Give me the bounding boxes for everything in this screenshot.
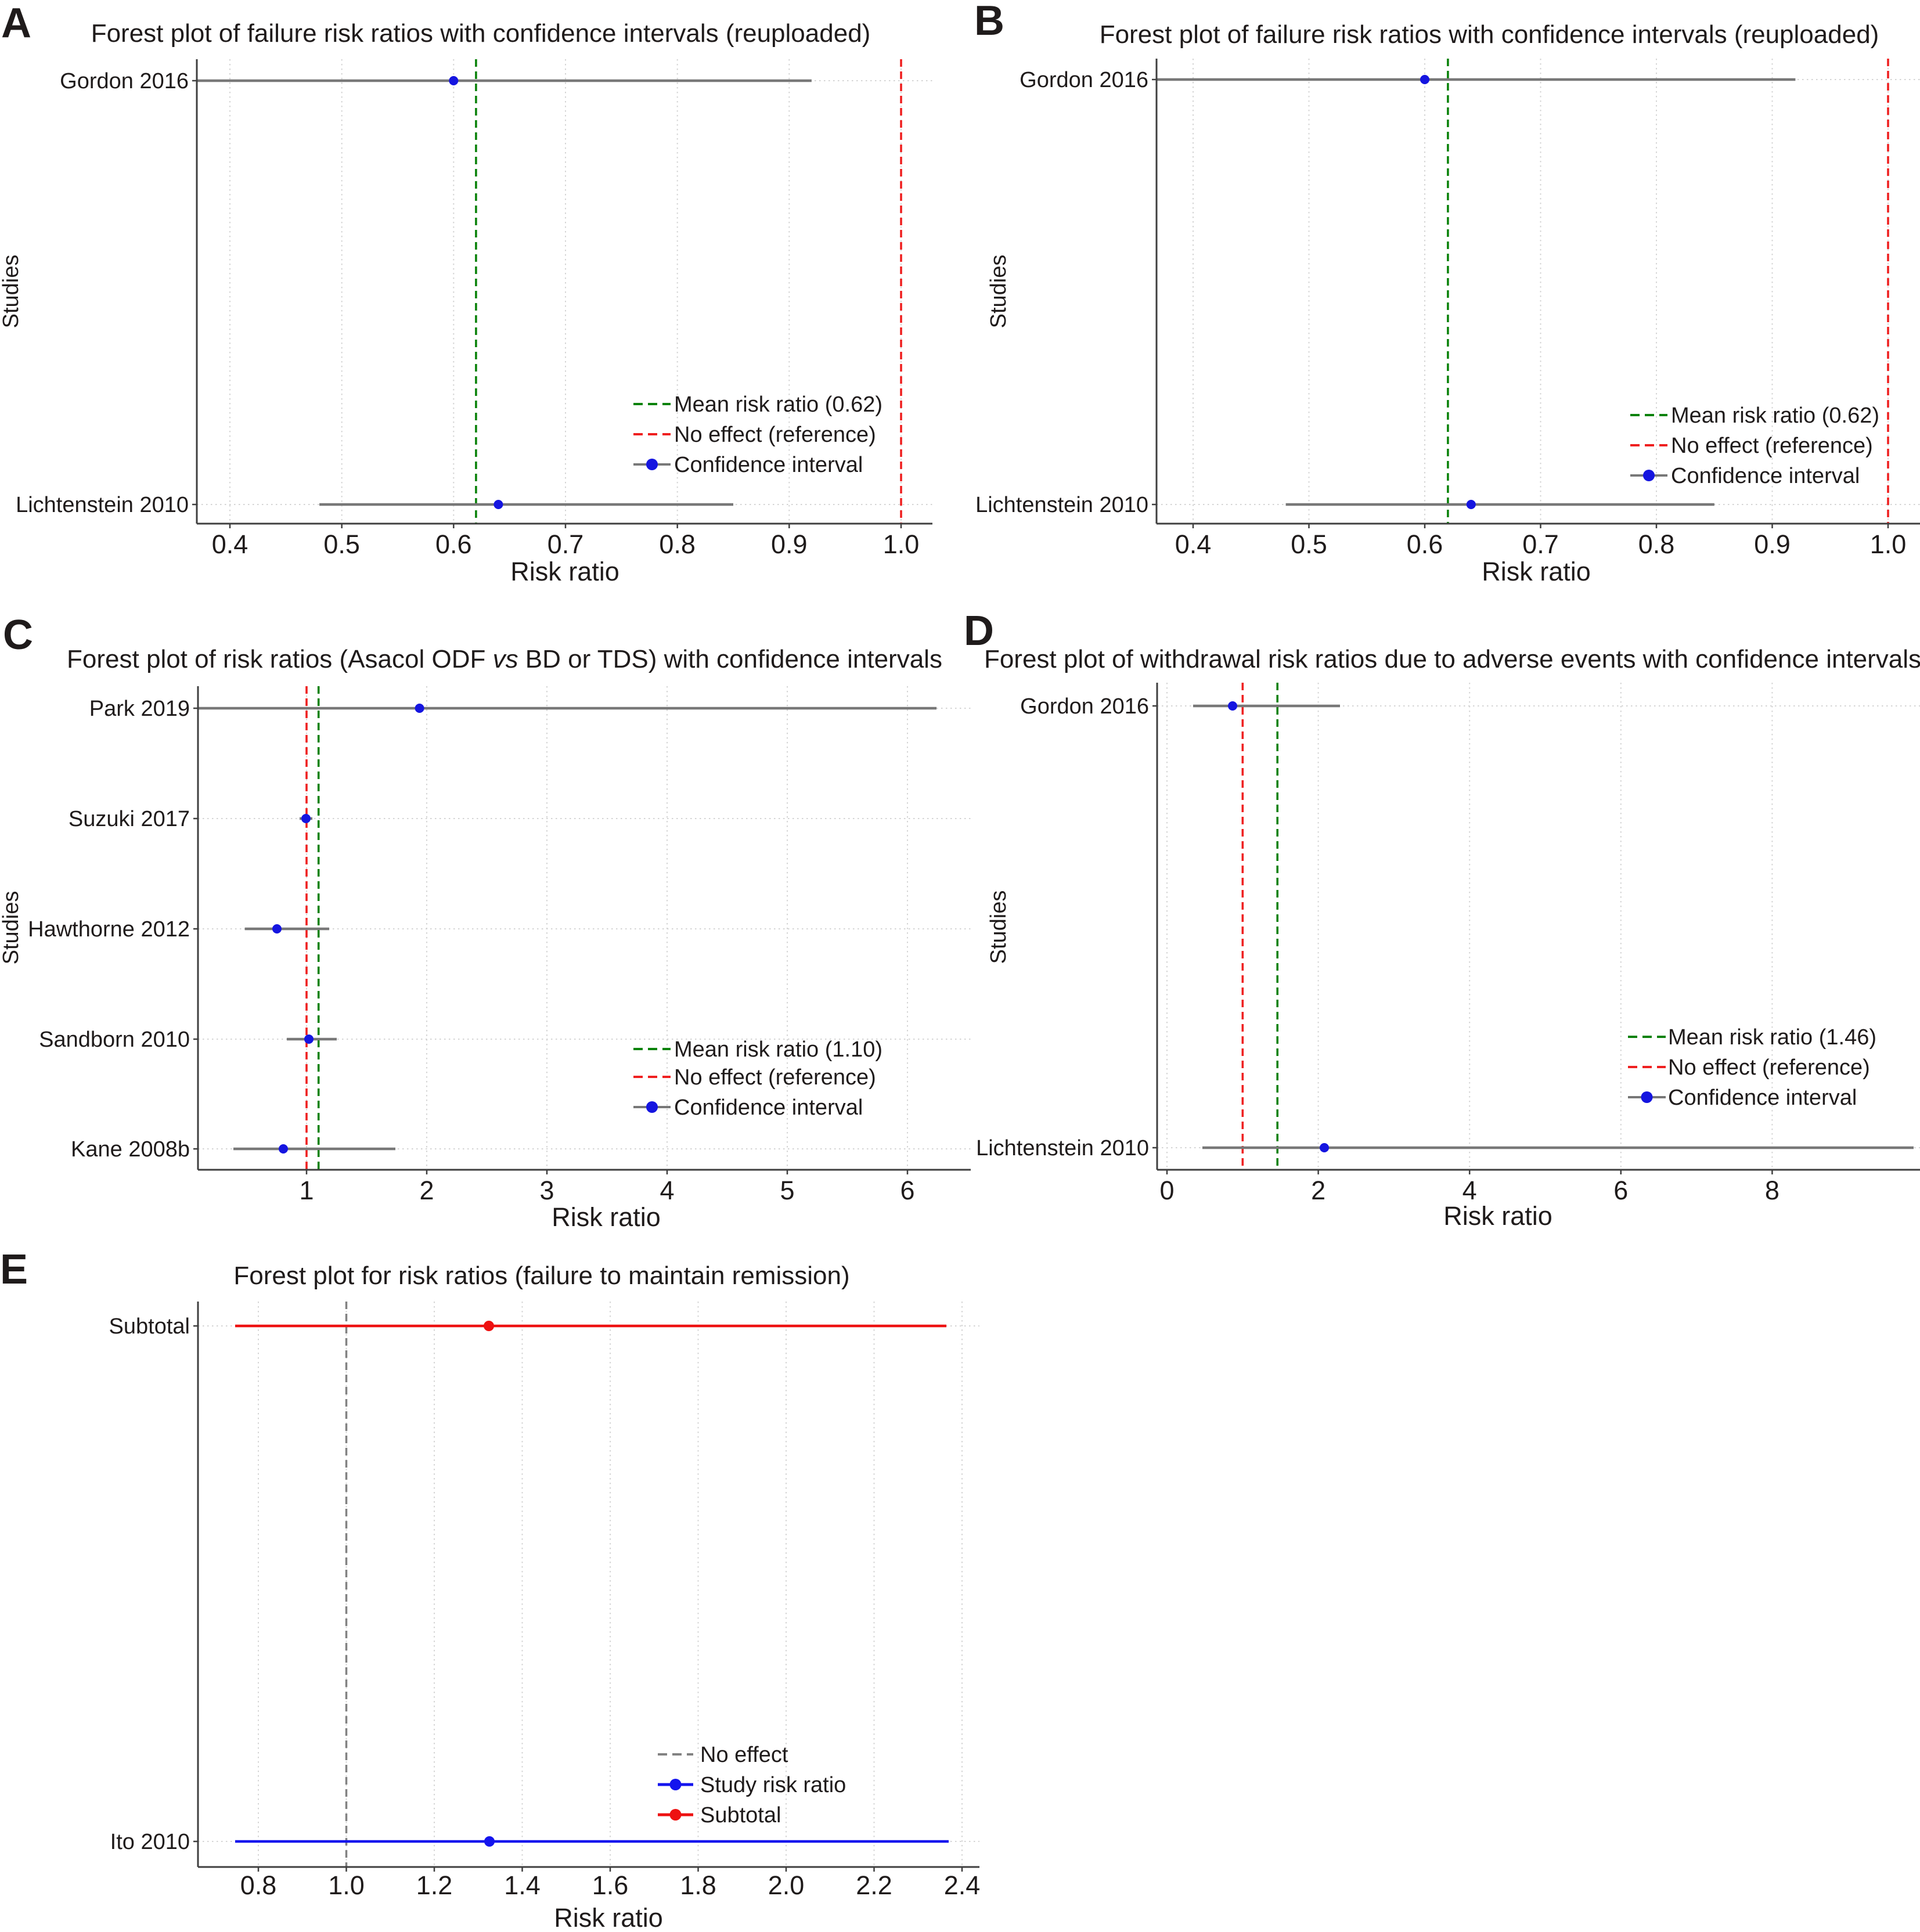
svg-text:0.8: 0.8 bbox=[1638, 529, 1675, 559]
svg-text:6: 6 bbox=[900, 1176, 914, 1205]
svg-text:0.9: 0.9 bbox=[1754, 529, 1791, 559]
svg-text:Confidence interval: Confidence interval bbox=[674, 1095, 863, 1120]
svg-text:1.0: 1.0 bbox=[328, 1870, 365, 1900]
svg-text:2: 2 bbox=[419, 1176, 434, 1205]
svg-text:1.2: 1.2 bbox=[416, 1870, 453, 1900]
svg-text:Gordon 2016: Gordon 2016 bbox=[1020, 694, 1149, 719]
svg-text:No effect (reference): No effect (reference) bbox=[1671, 434, 1873, 458]
svg-text:Suzuki 2017: Suzuki 2017 bbox=[69, 807, 190, 831]
svg-text:4: 4 bbox=[660, 1176, 674, 1205]
svg-text:0.6: 0.6 bbox=[435, 529, 472, 559]
svg-text:Risk ratio: Risk ratio bbox=[552, 1202, 661, 1232]
svg-text:0.8: 0.8 bbox=[240, 1870, 277, 1900]
svg-text:Mean risk ratio (1.46): Mean risk ratio (1.46) bbox=[1668, 1025, 1876, 1050]
svg-text:Risk ratio: Risk ratio bbox=[1482, 557, 1591, 586]
svg-text:Lichtenstein 2010: Lichtenstein 2010 bbox=[976, 1136, 1149, 1160]
svg-text:Confidence interval: Confidence interval bbox=[1671, 464, 1860, 488]
svg-text:Sandborn 2010: Sandborn 2010 bbox=[39, 1028, 190, 1052]
svg-text:Kane 2008b: Kane 2008b bbox=[71, 1137, 190, 1162]
svg-text:Risk ratio: Risk ratio bbox=[1443, 1201, 1552, 1231]
svg-text:Confidence interval: Confidence interval bbox=[1668, 1086, 1857, 1110]
svg-text:Studies: Studies bbox=[986, 891, 1011, 964]
svg-text:Studies: Studies bbox=[0, 255, 23, 329]
svg-text:Forest plot of withdrawal risk: Forest plot of withdrawal risk ratios du… bbox=[984, 645, 1920, 673]
svg-text:Subtotal: Subtotal bbox=[700, 1803, 781, 1828]
svg-text:0: 0 bbox=[1159, 1176, 1174, 1205]
svg-text:Risk ratio: Risk ratio bbox=[510, 557, 619, 586]
svg-text:1.0: 1.0 bbox=[1870, 529, 1907, 559]
svg-text:A: A bbox=[1, 0, 31, 46]
svg-text:Gordon 2016: Gordon 2016 bbox=[60, 69, 189, 93]
svg-text:1: 1 bbox=[299, 1176, 314, 1205]
svg-text:0.4: 0.4 bbox=[1175, 529, 1212, 559]
svg-text:0.5: 0.5 bbox=[1291, 529, 1327, 559]
svg-text:0.5: 0.5 bbox=[323, 529, 360, 559]
svg-text:No effect (reference): No effect (reference) bbox=[674, 1065, 876, 1090]
svg-text:Forest plot of failure risk ra: Forest plot of failure risk ratios with … bbox=[91, 19, 871, 48]
svg-text:0.9: 0.9 bbox=[771, 529, 808, 559]
svg-text:Gordon 2016: Gordon 2016 bbox=[1020, 68, 1148, 92]
svg-text:2: 2 bbox=[1311, 1176, 1325, 1205]
svg-text:C: C bbox=[3, 612, 33, 658]
svg-text:D: D bbox=[964, 608, 994, 654]
svg-text:Mean risk ratio (0.62): Mean risk ratio (0.62) bbox=[1671, 403, 1879, 428]
svg-text:0.6: 0.6 bbox=[1407, 529, 1443, 559]
svg-text:1.8: 1.8 bbox=[680, 1870, 716, 1900]
svg-text:Ito 2010: Ito 2010 bbox=[110, 1830, 190, 1854]
svg-text:Forest plot for risk ratios (f: Forest plot for risk ratios (failure to … bbox=[233, 1261, 849, 1290]
svg-text:Risk ratio: Risk ratio bbox=[554, 1903, 663, 1932]
svg-text:0.7: 0.7 bbox=[1522, 529, 1559, 559]
svg-text:Studies: Studies bbox=[0, 891, 23, 965]
svg-text:1.0: 1.0 bbox=[883, 529, 920, 559]
svg-text:3: 3 bbox=[539, 1176, 554, 1205]
svg-text:5: 5 bbox=[780, 1176, 794, 1205]
svg-text:No effect (reference): No effect (reference) bbox=[1668, 1055, 1870, 1080]
svg-text:Studies: Studies bbox=[986, 255, 1011, 329]
svg-text:0.8: 0.8 bbox=[659, 529, 696, 559]
svg-text:2.0: 2.0 bbox=[768, 1870, 805, 1900]
svg-text:Confidence interval: Confidence interval bbox=[674, 453, 863, 477]
svg-text:No effect (reference): No effect (reference) bbox=[674, 423, 876, 447]
svg-text:Mean risk ratio (1.10): Mean risk ratio (1.10) bbox=[674, 1037, 882, 1062]
svg-text:No effect: No effect bbox=[700, 1743, 788, 1767]
svg-text:1.6: 1.6 bbox=[592, 1870, 629, 1900]
svg-text:1.4: 1.4 bbox=[504, 1870, 541, 1900]
svg-text:Lichtenstein 2010: Lichtenstein 2010 bbox=[975, 493, 1148, 517]
svg-text:Lichtenstein 2010: Lichtenstein 2010 bbox=[16, 493, 189, 517]
svg-text:8: 8 bbox=[1765, 1176, 1779, 1205]
svg-text:0.4: 0.4 bbox=[212, 529, 248, 559]
svg-text:Park 2019: Park 2019 bbox=[89, 697, 190, 721]
svg-text:Mean risk ratio (0.62): Mean risk ratio (0.62) bbox=[674, 392, 882, 417]
svg-text:Study risk ratio: Study risk ratio bbox=[700, 1773, 846, 1797]
svg-text:4: 4 bbox=[1462, 1176, 1477, 1205]
svg-text:0.7: 0.7 bbox=[547, 529, 584, 559]
svg-text:E: E bbox=[0, 1246, 28, 1293]
svg-text:Forest plot of failure risk ra: Forest plot of failure risk ratios with … bbox=[1100, 20, 1879, 49]
svg-text:Forest plot of risk ratios (As: Forest plot of risk ratios (Asacol ODF v… bbox=[67, 645, 942, 673]
svg-text:2.2: 2.2 bbox=[856, 1870, 892, 1900]
svg-text:Hawthorne 2012: Hawthorne 2012 bbox=[28, 917, 190, 942]
svg-text:B: B bbox=[974, 0, 1004, 44]
svg-text:6: 6 bbox=[1613, 1176, 1628, 1205]
svg-text:Subtotal: Subtotal bbox=[109, 1314, 190, 1339]
svg-text:2.4: 2.4 bbox=[944, 1870, 981, 1900]
